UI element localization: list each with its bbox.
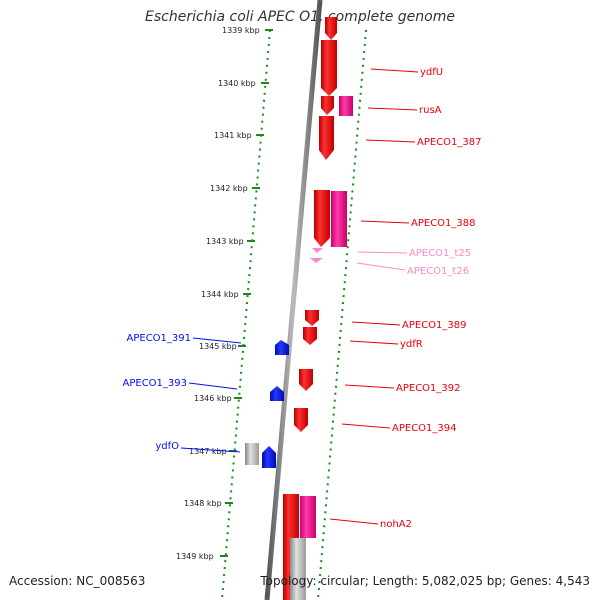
- gene-ydfO-gray[interactable]: [245, 443, 259, 465]
- gene-APECO1_388[interactable]: [314, 190, 330, 247]
- label-APECO1_394[interactable]: APECO1_394: [392, 423, 457, 434]
- kbp-label: 1347 kbp: [189, 447, 227, 456]
- gene-APECO1_392[interactable]: [299, 369, 313, 391]
- label-APECO1_t26[interactable]: APECO1_t26: [407, 266, 469, 277]
- leader-line: [192, 337, 242, 344]
- reverse-features: [245, 340, 289, 468]
- genome-backbone: [264, 0, 323, 600]
- label-ydfU[interactable]: ydfU: [420, 67, 443, 78]
- kbp-label: 1340 kbp: [218, 79, 256, 88]
- kbp-label: 1341 kbp: [214, 131, 252, 140]
- gene-APECO1_393[interactable]: [270, 386, 284, 401]
- gene-APECO1_391[interactable]: [275, 340, 289, 355]
- right-dotted-ruler: [317, 29, 367, 600]
- label-APECO1_388[interactable]: APECO1_388: [411, 218, 476, 229]
- gene-nohA2[interactable]: [300, 496, 316, 538]
- genome-title: Escherichia coli APEC O1, complete genom…: [145, 9, 455, 25]
- gene-APECO1_388-pink[interactable]: [331, 191, 347, 247]
- kbp-label: 1344 kbp: [201, 290, 239, 299]
- leader-line: [188, 382, 238, 390]
- gene-APECO1_t25[interactable]: [312, 248, 323, 253]
- gene-ydfU[interactable]: [321, 40, 337, 96]
- leader-line: [357, 251, 408, 254]
- leader-line: [329, 518, 379, 525]
- kbp-label: 1343 kbp: [206, 237, 244, 246]
- gene-rusA[interactable]: [339, 96, 353, 116]
- label-APECO1_387[interactable]: APECO1_387: [417, 137, 482, 148]
- gene-APECO1_394[interactable]: [294, 408, 308, 432]
- leader-line: [341, 423, 391, 429]
- leader-line: [367, 107, 418, 111]
- kbp-label: 1346 kbp: [194, 394, 232, 403]
- leader-line: [349, 340, 399, 345]
- gene-gray-segment[interactable]: [290, 538, 306, 600]
- gene-ydfO[interactable]: [262, 446, 276, 468]
- gene-APECO1_t26[interactable]: [310, 258, 323, 263]
- label-rusA[interactable]: rusA: [419, 105, 442, 116]
- kbp-ticks: 1339 kbp 1340 kbp 1341 kbp 1342 kbp 1343…: [176, 26, 273, 561]
- leader-line: [365, 139, 416, 143]
- genome-summary: Topology: circular; Length: 5,082,025 bp…: [260, 574, 590, 588]
- gene-ydfR[interactable]: [303, 327, 317, 345]
- right-labels: ydfU rusA APECO1_387 APECO1_388 APECO1_t…: [329, 67, 482, 530]
- left-tick-ruler: [221, 29, 271, 600]
- gene-APECO1_387[interactable]: [319, 116, 334, 160]
- leader-line: [356, 262, 406, 271]
- gene-arrow-top[interactable]: [325, 17, 337, 40]
- kbp-label: 1342 kbp: [210, 184, 248, 193]
- kbp-label: 1349 kbp: [176, 552, 214, 561]
- leader-line: [351, 321, 401, 326]
- label-APECO1_392[interactable]: APECO1_392: [396, 383, 461, 394]
- gene-APECO1_389[interactable]: [305, 310, 319, 326]
- leader-line: [180, 447, 241, 453]
- label-APECO1_393[interactable]: APECO1_393: [123, 378, 188, 389]
- leader-line: [370, 68, 419, 73]
- leader-line: [360, 220, 410, 224]
- left-labels: APECO1_391 APECO1_393 ydfO: [123, 333, 242, 453]
- accession-text: Accession: NC_008563: [9, 574, 146, 588]
- label-APECO1_t25[interactable]: APECO1_t25: [409, 248, 471, 259]
- forward-features: [283, 17, 353, 600]
- kbp-label: 1339 kbp: [222, 26, 260, 35]
- label-APECO1_391[interactable]: APECO1_391: [127, 333, 192, 344]
- gene-rusA-fwd[interactable]: [321, 96, 334, 115]
- kbp-label: 1345 kbp: [199, 342, 237, 351]
- label-ydfO[interactable]: ydfO: [155, 441, 179, 452]
- label-APECO1_389[interactable]: APECO1_389: [402, 320, 467, 331]
- leader-line: [344, 384, 395, 389]
- kbp-label: 1348 kbp: [184, 499, 222, 508]
- label-ydfR[interactable]: ydfR: [400, 339, 423, 350]
- label-nohA2[interactable]: nohA2: [380, 519, 412, 530]
